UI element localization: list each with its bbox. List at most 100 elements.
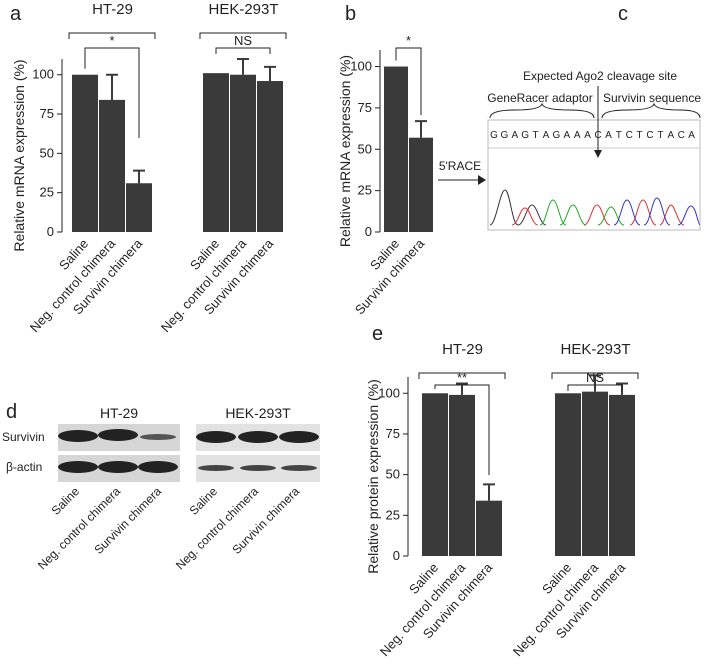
trace bbox=[489, 189, 547, 226]
group-title: HEK-293T bbox=[560, 341, 630, 358]
y-tick-label: 0 bbox=[365, 224, 372, 239]
chromatogram-frame bbox=[487, 119, 701, 231]
band bbox=[198, 465, 234, 471]
panel-label: d bbox=[6, 401, 17, 423]
significance-label: * bbox=[406, 33, 411, 48]
y-tick-label: 100 bbox=[32, 67, 54, 82]
trace bbox=[613, 197, 701, 226]
error-bar bbox=[133, 169, 145, 184]
lane-label: Saline bbox=[49, 484, 83, 518]
base: T bbox=[616, 130, 622, 141]
error-bar bbox=[483, 483, 495, 501]
cleavage-site-label: Expected Ago2 cleavage site bbox=[523, 69, 677, 83]
base: T bbox=[533, 130, 539, 141]
band bbox=[238, 431, 278, 443]
group-bracket bbox=[199, 32, 287, 39]
error-bar bbox=[106, 73, 118, 100]
band bbox=[138, 461, 178, 473]
lane-label: Saline bbox=[187, 484, 221, 518]
base: A bbox=[667, 130, 674, 141]
error-bar bbox=[415, 120, 427, 138]
error-bar bbox=[589, 374, 601, 392]
bar bbox=[72, 74, 98, 233]
base: C bbox=[626, 130, 633, 141]
significance-label: NS bbox=[234, 33, 252, 48]
significance-bracket bbox=[395, 47, 422, 116]
group-title: HT-29 bbox=[442, 341, 483, 358]
protein-label: Survivin bbox=[2, 430, 45, 444]
panel-label: c bbox=[618, 3, 628, 25]
error-bar bbox=[237, 58, 249, 75]
significance-label: ** bbox=[457, 370, 467, 385]
y-tick-label: 100 bbox=[378, 385, 400, 400]
bar bbox=[409, 137, 433, 232]
method-label: 5'RACE bbox=[439, 159, 481, 173]
base: A bbox=[574, 130, 581, 141]
group-title: HT-29 bbox=[92, 1, 133, 18]
panel-label: e bbox=[372, 323, 383, 345]
arrow-head bbox=[478, 175, 486, 185]
base: A bbox=[543, 130, 550, 141]
base: T bbox=[637, 130, 643, 141]
arrow-head bbox=[594, 150, 602, 158]
band bbox=[140, 434, 176, 440]
base: C bbox=[646, 130, 653, 141]
western-blot-panel: d HT-29 HEK-293T Survivin β-actin Saline… bbox=[2, 401, 320, 572]
y-tick-label: 50 bbox=[386, 467, 400, 482]
protein-label: β-actin bbox=[6, 460, 42, 474]
base: G bbox=[501, 130, 509, 141]
trace bbox=[539, 199, 625, 226]
y-tick-label: 25 bbox=[40, 185, 54, 200]
base: G bbox=[553, 130, 561, 141]
y-tick-label: 75 bbox=[358, 100, 372, 115]
bar bbox=[449, 394, 475, 556]
band bbox=[281, 465, 317, 471]
group-bracket bbox=[551, 372, 639, 379]
base: G bbox=[490, 130, 498, 141]
base: A bbox=[688, 130, 695, 141]
y-tick-label: 75 bbox=[40, 106, 54, 121]
panel-label: a bbox=[10, 3, 22, 25]
y-tick-label: 0 bbox=[393, 548, 400, 563]
y-tick-label: 75 bbox=[386, 426, 400, 441]
significance-label: * bbox=[109, 33, 114, 48]
band bbox=[279, 431, 319, 443]
bar bbox=[384, 66, 408, 232]
base: A bbox=[511, 130, 518, 141]
base: C bbox=[678, 130, 685, 141]
band bbox=[240, 465, 276, 471]
error-bar bbox=[264, 65, 276, 82]
band bbox=[58, 461, 98, 473]
y-tick-label: 50 bbox=[358, 141, 372, 156]
bar bbox=[476, 500, 502, 556]
group-title: HEK-293T bbox=[208, 1, 278, 18]
significance-label: NS bbox=[586, 370, 604, 385]
y-tick-label: 25 bbox=[386, 507, 400, 522]
base: A bbox=[605, 130, 612, 141]
blot-group-label: HEK-293T bbox=[225, 405, 291, 421]
bar bbox=[99, 99, 125, 233]
band bbox=[196, 431, 236, 443]
bar bbox=[609, 394, 635, 556]
brace bbox=[489, 102, 595, 119]
bar bbox=[257, 81, 283, 232]
band bbox=[98, 429, 138, 441]
base: A bbox=[584, 130, 591, 141]
bar bbox=[203, 73, 229, 233]
y-axis-label: Relative mRNA expression (%) bbox=[337, 55, 353, 247]
base: G bbox=[521, 130, 529, 141]
y-tick-label: 0 bbox=[47, 224, 54, 239]
base: A bbox=[563, 130, 570, 141]
bar bbox=[230, 74, 256, 233]
target-label: Survivin sequence bbox=[603, 91, 701, 105]
trace bbox=[511, 199, 685, 226]
y-tick-label: 100 bbox=[350, 59, 372, 74]
adaptor-label: GeneRacer adaptor bbox=[487, 91, 592, 105]
group-bracket bbox=[418, 372, 506, 379]
y-tick-label: 25 bbox=[358, 183, 372, 198]
significance-bracket bbox=[84, 47, 140, 138]
y-axis-label: Relative mRNA expression (%) bbox=[11, 59, 27, 251]
